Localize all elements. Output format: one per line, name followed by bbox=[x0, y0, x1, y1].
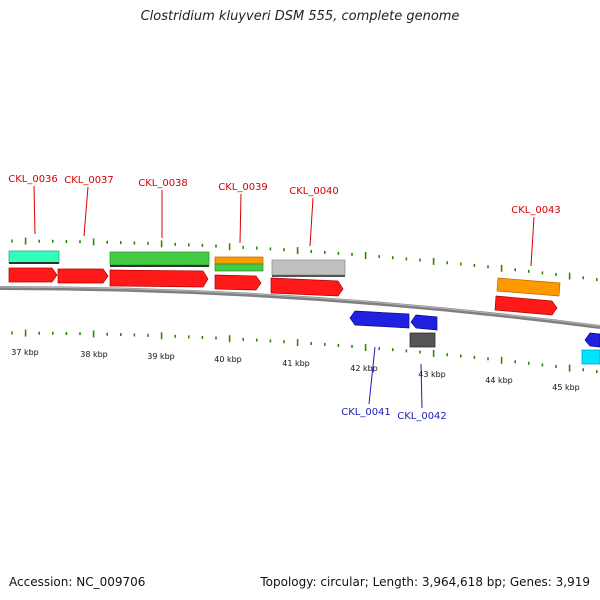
map-title: Clostridium kluyveri DSM 555, complete g… bbox=[140, 9, 460, 24]
kbp-label: 42 kbp bbox=[350, 364, 378, 373]
gene-label-ckl-0036[interactable]: CKL_0036 bbox=[8, 174, 58, 185]
gene-arrow[interactable] bbox=[584, 332, 600, 348]
gene-block-shadow bbox=[272, 275, 345, 277]
gene-block[interactable] bbox=[8, 250, 60, 264]
leader-line bbox=[530, 216, 535, 267]
gene-arrow[interactable] bbox=[8, 267, 58, 283]
kbp-label: 39 kbp bbox=[147, 352, 175, 361]
gene-block[interactable] bbox=[271, 259, 346, 276]
gene-arrow[interactable] bbox=[57, 268, 109, 284]
kbp-label: 41 kbp bbox=[282, 359, 310, 368]
inner-tick-marks bbox=[11, 329, 598, 374]
gene-block[interactable] bbox=[496, 277, 561, 297]
leader-line bbox=[239, 193, 242, 244]
leader-line bbox=[368, 346, 376, 405]
gene-label-ckl-0043[interactable]: CKL_0043 bbox=[511, 205, 561, 216]
gene-labels: CKL_0036 CKL_0037 CKL_0038 CKL_0039 CKL_… bbox=[8, 174, 561, 422]
gene-block-shadow bbox=[9, 262, 59, 264]
kbp-label: 38 kbp bbox=[80, 350, 108, 359]
kbp-label: 43 kbp bbox=[418, 370, 446, 379]
kbp-label: 44 kbp bbox=[485, 376, 513, 385]
gene-label-ckl-0040[interactable]: CKL_0040 bbox=[289, 186, 339, 197]
kbp-label: 40 kbp bbox=[214, 355, 242, 364]
gene-arrow[interactable] bbox=[109, 269, 209, 288]
gene-label-ckl-0042[interactable]: CKL_0042 bbox=[397, 411, 447, 422]
gene-block[interactable] bbox=[581, 349, 600, 365]
gene-arrow[interactable] bbox=[214, 274, 262, 291]
accession-text: Accession: NC_009706 bbox=[9, 575, 146, 589]
gene-block-shadow bbox=[110, 265, 209, 267]
leader-line bbox=[420, 363, 423, 409]
gene-features bbox=[8, 250, 600, 365]
gene-label-ckl-0038[interactable]: CKL_0038 bbox=[138, 178, 188, 189]
outer-tick-marks bbox=[11, 237, 598, 282]
gene-arrow[interactable] bbox=[270, 277, 344, 297]
gene-block[interactable] bbox=[214, 256, 264, 265]
genome-summary-text: Topology: circular; Length: 3,964,618 bp… bbox=[260, 575, 590, 589]
genome-backbone-highlight bbox=[0, 286, 600, 327]
gene-arrow[interactable] bbox=[349, 310, 410, 329]
gene-arrow[interactable] bbox=[494, 295, 558, 316]
gene-label-ckl-0041[interactable]: CKL_0041 bbox=[341, 407, 391, 418]
leader-line bbox=[33, 185, 36, 235]
gene-label-ckl-0039[interactable]: CKL_0039 bbox=[218, 182, 268, 193]
kbp-scale: 37 kbp 38 kbp 39 kbp 40 kbp 41 kbp 42 kb… bbox=[11, 348, 580, 392]
leader-line bbox=[309, 197, 314, 247]
genome-backbone bbox=[0, 286, 600, 329]
gene-block[interactable] bbox=[214, 263, 264, 272]
gene-block[interactable] bbox=[109, 251, 210, 266]
leader-line bbox=[83, 186, 89, 237]
gene-block[interactable] bbox=[409, 332, 436, 348]
kbp-label: 45 kbp bbox=[552, 383, 580, 392]
gene-label-ckl-0037[interactable]: CKL_0037 bbox=[64, 175, 114, 186]
kbp-label: 37 kbp bbox=[11, 348, 39, 357]
gene-arrow[interactable] bbox=[410, 314, 438, 331]
